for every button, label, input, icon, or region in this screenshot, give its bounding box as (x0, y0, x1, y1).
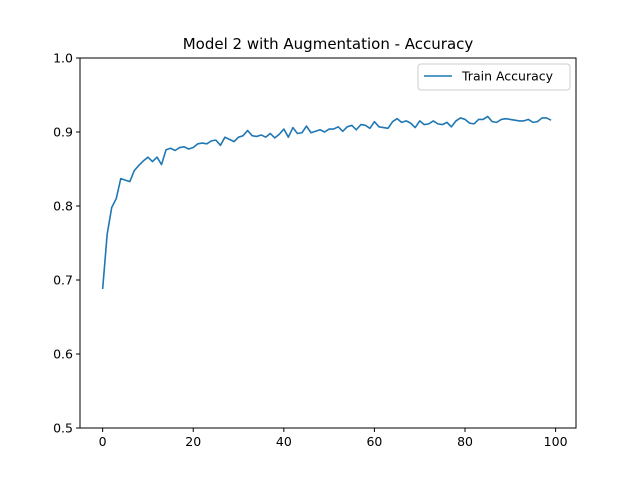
x-tick-label: 0 (99, 434, 107, 449)
legend-label: Train Accuracy (461, 69, 554, 84)
y-tick-label: 0.7 (53, 273, 73, 288)
x-tick-label: 20 (185, 434, 201, 449)
chart-title: Model 2 with Augmentation - Accuracy (183, 35, 474, 53)
y-tick-label: 0.6 (53, 347, 73, 362)
plot-lines (101, 115, 552, 289)
x-tick-label: 40 (276, 434, 292, 449)
y-tick-label: 0.8 (53, 199, 73, 214)
x-tick-label: 100 (544, 434, 568, 449)
series-line-train-accuracy (101, 115, 552, 289)
x-tick-label: 60 (366, 434, 382, 449)
y-tick-label: 1.0 (53, 51, 73, 66)
axes-frame (79, 57, 577, 429)
legend-box (417, 63, 571, 91)
legend: Train Accuracy (417, 63, 571, 91)
y-tick-label: 0.5 (53, 421, 73, 436)
y-tick-label: 0.9 (53, 125, 73, 140)
axis-ticks: 0 20 40 60 80 100 0.5 0.6 0.7 0.8 0.9 1.0 (53, 51, 567, 450)
x-tick-label: 80 (457, 434, 473, 449)
